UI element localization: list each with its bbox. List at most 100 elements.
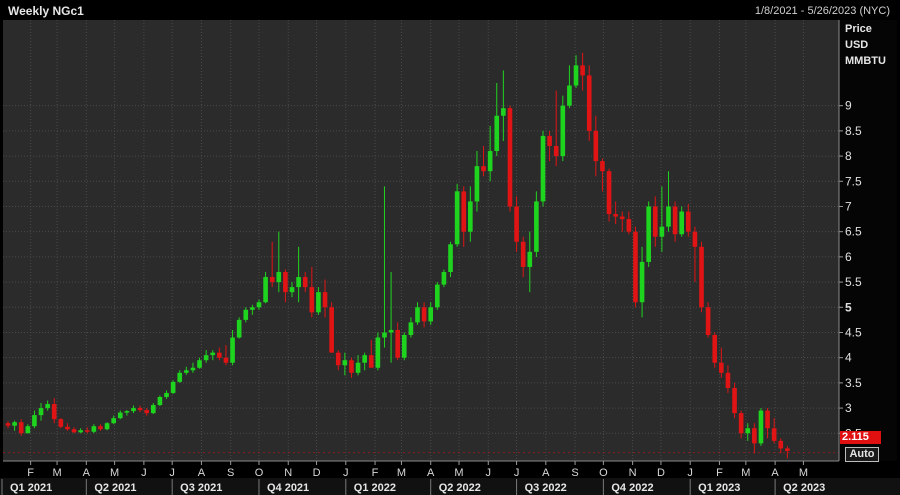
candle-body (725, 372, 731, 388)
candle-body (752, 428, 757, 444)
candle-body (771, 428, 777, 441)
month-label: J (687, 467, 693, 479)
candle-body (639, 261, 645, 303)
candle-body (646, 206, 651, 262)
month-label: J (486, 467, 492, 479)
candle-body (487, 151, 493, 172)
candle-body (283, 272, 288, 293)
candle-body (368, 355, 374, 368)
month-label: J (343, 467, 349, 479)
candle-body (223, 357, 229, 363)
month-label: N (629, 467, 637, 479)
candle-body (626, 219, 632, 232)
candle-body (177, 372, 183, 382)
candle-body (289, 287, 295, 293)
candle-body (184, 370, 189, 373)
candle-body (699, 246, 704, 308)
candle-body (375, 337, 381, 368)
y-tick-label: 8.5 (845, 124, 862, 138)
candle-body (659, 226, 665, 237)
candle-body (296, 277, 301, 288)
candle-body (778, 440, 784, 449)
candle-body (666, 206, 671, 227)
candle-body (210, 352, 216, 356)
quarter-label: Q3 2021 (180, 482, 222, 494)
candle-body (12, 422, 17, 426)
candle-body (5, 423, 11, 426)
candle-body (302, 277, 308, 288)
y-tick-label: 8 (845, 149, 852, 163)
candle-body (652, 206, 658, 237)
candle-body (276, 272, 282, 283)
candle-body (685, 211, 691, 232)
month-label: F (372, 467, 379, 479)
y-tick-label: 5 (845, 300, 852, 314)
y-tick-label: 4 (845, 351, 852, 365)
auto-scale-button[interactable]: Auto (845, 447, 879, 462)
candle-body (355, 362, 361, 373)
candle-body (197, 360, 202, 368)
candle-body (263, 277, 268, 303)
candle-body (619, 216, 625, 220)
y-tick-label: 3.5 (845, 376, 862, 390)
candle-body (765, 410, 770, 429)
candle-body (45, 404, 50, 409)
candle-body (362, 355, 367, 363)
candle-body (408, 322, 414, 335)
month-label: M (799, 467, 808, 479)
candle-body (461, 191, 467, 232)
month-label: M (397, 467, 406, 479)
candle-body (534, 201, 539, 252)
candle-body (382, 332, 387, 338)
candle-body (540, 135, 546, 202)
y-tick-label: 5.5 (845, 275, 862, 289)
month-label: M (741, 467, 750, 479)
month-label: M (454, 467, 463, 479)
candle-body (494, 115, 500, 152)
candle-body (567, 85, 572, 106)
axis-unit-measure: MMBTU (845, 55, 886, 67)
last-price-badge: 2.115 (840, 431, 881, 444)
date-range: 1/8/2021 - 5/26/2023 (NYC) (754, 5, 890, 17)
candle-body (117, 412, 123, 419)
month-label: M (52, 467, 61, 479)
chart-title: Weekly NGc1 (8, 4, 84, 18)
month-label: S (227, 467, 234, 479)
y-tick-label: 6.5 (845, 225, 862, 239)
candle-body (322, 292, 328, 308)
month-label: N (284, 467, 292, 479)
candle-body (745, 428, 751, 434)
month-label: O (599, 467, 608, 479)
candle-body (719, 362, 724, 373)
quarter-label: Q2 2021 (94, 482, 136, 494)
quarter-label: Q2 2022 (439, 482, 481, 494)
month-label: D (657, 467, 665, 479)
candle-body (131, 408, 136, 412)
y-tick-label: 3 (845, 401, 852, 415)
month-label: D (313, 467, 321, 479)
candle-body (586, 75, 592, 131)
candle-body (71, 429, 77, 433)
candle-body (124, 411, 130, 413)
candle-body (342, 360, 348, 366)
candle-body (474, 166, 480, 202)
candle-body (250, 307, 255, 310)
quarter-label: Q1 2021 (10, 482, 52, 494)
y-tick-label: 7.5 (845, 174, 862, 188)
candle-body (98, 426, 103, 430)
month-label: A (542, 467, 550, 479)
candle-body (335, 352, 341, 366)
y-axis-panel (839, 20, 897, 461)
candle-body (501, 108, 506, 116)
month-label: M (110, 467, 119, 479)
candle-body (157, 396, 163, 406)
candle-body (600, 161, 605, 172)
candle-body (448, 244, 453, 272)
candle-body (309, 287, 315, 313)
candle-body (732, 387, 737, 414)
candle-body (395, 329, 400, 358)
month-label: A (198, 467, 206, 479)
candle-body (65, 426, 70, 430)
candle-body (190, 367, 196, 371)
month-label: S (571, 467, 578, 479)
